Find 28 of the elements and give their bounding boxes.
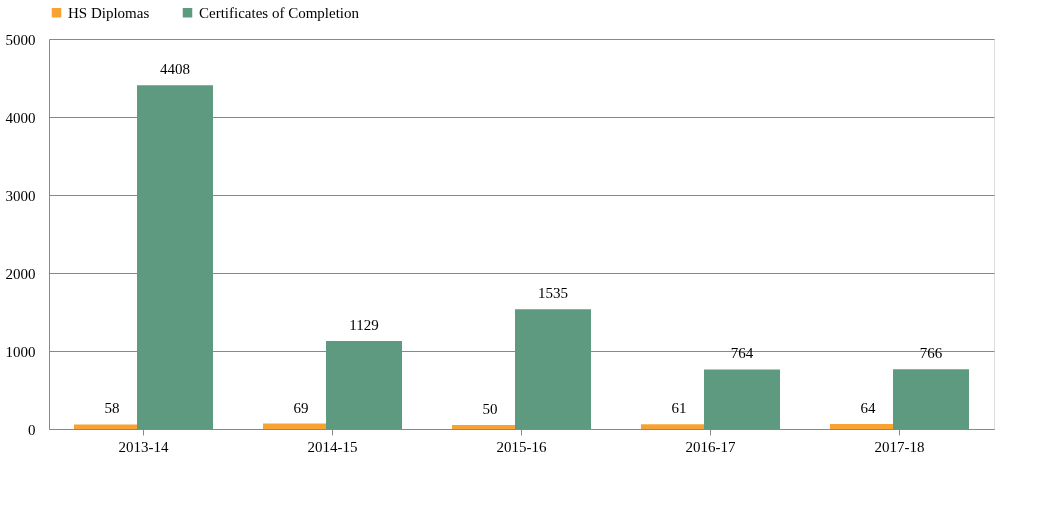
data-label: 766 [919, 345, 943, 362]
data-label: 64 [860, 400, 876, 417]
data-label: 69 [293, 399, 309, 416]
bar [704, 369, 780, 429]
y-tick-label: 3000 [5, 187, 36, 204]
data-label: 4408 [160, 61, 190, 78]
bar [137, 85, 213, 429]
legend-label: Certificates of Completion [199, 4, 360, 21]
y-tick-label: 1000 [5, 343, 36, 360]
x-tick-label: 2013-14 [118, 438, 169, 455]
bar [326, 340, 402, 429]
y-tick-label: 5000 [5, 31, 36, 48]
data-label: 58 [104, 400, 120, 417]
legend-label: HS Diplomas [68, 4, 150, 21]
bar [515, 309, 591, 429]
data-label: 1535 [538, 285, 568, 302]
y-tick-label: 4000 [5, 109, 36, 126]
data-label: 764 [730, 345, 754, 362]
data-label: 50 [482, 401, 498, 418]
data-label: 61 [671, 400, 687, 417]
x-tick-label: 2016-17 [685, 438, 736, 455]
bar [893, 369, 969, 429]
y-tick-label: 0 [28, 421, 36, 438]
x-tick-label: 2015-16 [496, 438, 547, 455]
x-tick-label: 2014-15 [307, 438, 358, 455]
y-tick-label: 2000 [5, 265, 36, 282]
data-label: 1129 [349, 316, 379, 333]
x-tick-label: 2017-18 [874, 438, 925, 455]
